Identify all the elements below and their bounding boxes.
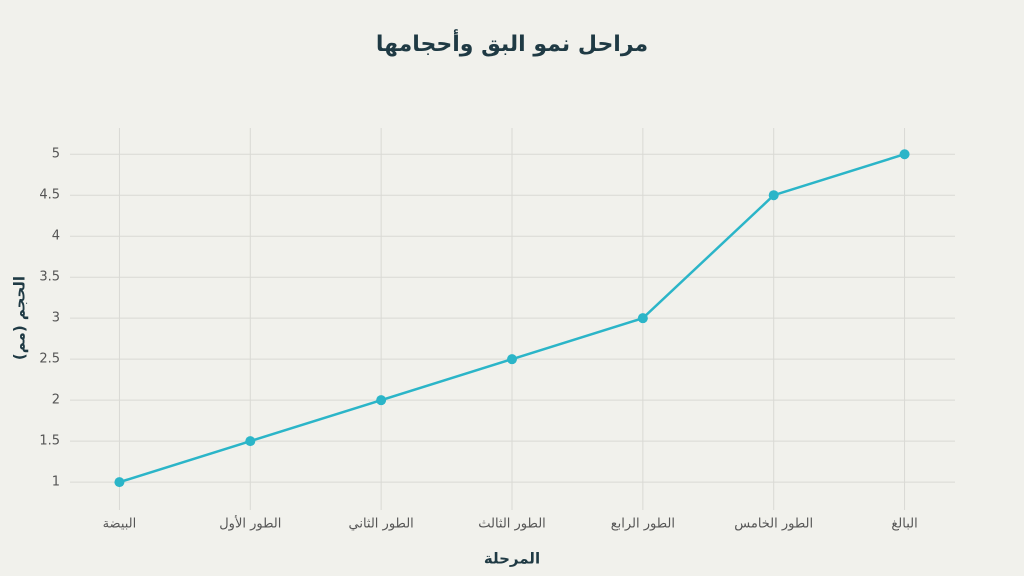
y-tick-label: 1.5 bbox=[39, 434, 60, 449]
x-tick-label: الطور الرابع bbox=[611, 517, 675, 532]
y-tick-label: 2.5 bbox=[39, 352, 60, 367]
data-point bbox=[114, 477, 125, 488]
y-tick-label: 3 bbox=[52, 311, 60, 326]
data-point bbox=[899, 149, 910, 160]
x-tick-label: البيضة bbox=[103, 517, 137, 532]
x-tick-label: الطور الثالث bbox=[478, 517, 546, 532]
y-axis-label: الحجم (مم) bbox=[11, 276, 29, 360]
x-tick-label: البالغ bbox=[891, 517, 917, 532]
x-tick-label: الطور الثاني bbox=[349, 517, 414, 532]
x-axis-label: المرحلة bbox=[484, 550, 540, 568]
y-tick-label: 4 bbox=[52, 229, 60, 244]
y-tick-label: 5 bbox=[52, 147, 60, 162]
chart-title: مراحل نمو البق وأحجامها bbox=[376, 28, 648, 57]
y-tick-label: 2 bbox=[52, 393, 60, 408]
y-tick-label: 3.5 bbox=[39, 270, 60, 285]
x-tick-label: الطور الأول bbox=[219, 515, 281, 532]
data-point bbox=[637, 313, 648, 324]
y-tick-label: 4.5 bbox=[39, 188, 60, 203]
data-point bbox=[376, 395, 387, 406]
data-point bbox=[507, 354, 517, 365]
data-point bbox=[245, 436, 256, 447]
x-tick-label: الطور الخامس bbox=[734, 517, 813, 532]
y-tick-label: 1 bbox=[52, 475, 60, 490]
data-point bbox=[768, 190, 779, 201]
